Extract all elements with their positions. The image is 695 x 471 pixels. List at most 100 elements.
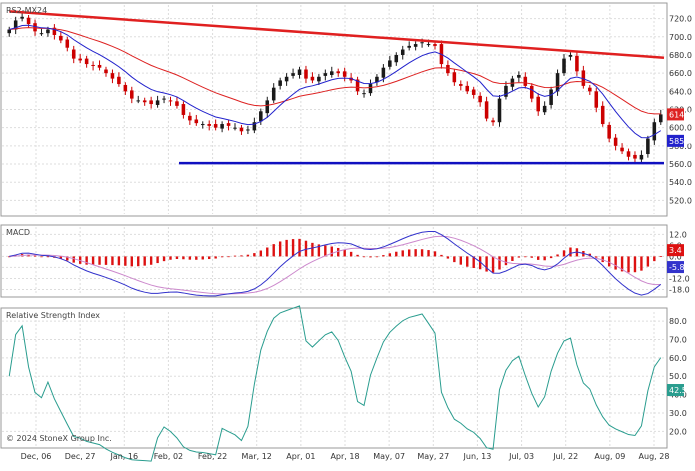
y-tick-label: 60.0 xyxy=(669,354,687,363)
candle-body xyxy=(594,91,599,108)
candle-body xyxy=(491,120,495,123)
macd-histogram-bar xyxy=(195,256,198,260)
macd-histogram-bar xyxy=(311,242,314,257)
candle-body xyxy=(297,69,302,75)
macd-histogram-bar xyxy=(8,256,11,258)
y-tick-label: 600.0 xyxy=(669,124,692,133)
rsi-plot xyxy=(8,305,662,462)
macd-histogram-bar xyxy=(175,256,179,259)
candle-body xyxy=(575,55,579,72)
macd-histogram-bar xyxy=(407,249,411,257)
macd-histogram-bar xyxy=(324,245,327,257)
y-tick-label: 0.0 xyxy=(669,252,682,261)
candle-body xyxy=(188,115,192,121)
macd-histogram-bar xyxy=(414,249,417,257)
macd-histogram-bar xyxy=(607,256,611,267)
candle-body xyxy=(400,49,405,55)
candle-body xyxy=(536,96,540,112)
macd-histogram-bar xyxy=(627,256,630,273)
candle-body xyxy=(330,71,334,75)
macd-histogram-bar xyxy=(369,256,372,258)
macd-histogram-bar xyxy=(233,255,237,257)
macd-histogram-bar xyxy=(595,256,598,258)
macd-histogram-bar xyxy=(614,256,617,270)
x-tick-label: Jun, 13 xyxy=(463,452,492,461)
macd-histogram-bar xyxy=(362,256,366,258)
macd-histogram-bar xyxy=(246,254,250,257)
macd-histogram-bar xyxy=(298,238,301,257)
macd-histogram-bar xyxy=(162,256,166,262)
macd-histogram-bar xyxy=(208,256,211,260)
macd-histogram-bar xyxy=(433,251,437,257)
candle-body xyxy=(446,64,450,74)
candle-body xyxy=(194,119,199,124)
macd-signal-line xyxy=(9,235,661,295)
candle-body xyxy=(130,90,134,99)
candle-body xyxy=(239,127,244,132)
macd-value-badge: -5.8 xyxy=(669,263,685,272)
macd-histogram-bar xyxy=(601,256,604,263)
macd-histogram-bar xyxy=(562,250,566,257)
fast-ma-badge-box xyxy=(667,134,684,147)
macd-histogram-bar xyxy=(317,244,321,257)
candle-body xyxy=(388,60,392,67)
candle-body xyxy=(523,76,528,86)
macd-histogram-bar xyxy=(620,256,624,272)
candle-body xyxy=(465,85,470,92)
candle-body xyxy=(381,67,386,78)
candle-body xyxy=(71,49,76,59)
macd-histogram-bar xyxy=(117,256,121,266)
candle-body xyxy=(7,29,11,34)
candle-body xyxy=(607,124,611,139)
resistance-trendline xyxy=(9,10,665,59)
macd-histogram-bar xyxy=(427,250,430,257)
candle-body xyxy=(65,39,70,48)
slow-moving-average-line xyxy=(9,27,661,115)
macd-histogram-bar xyxy=(356,254,359,257)
macd-histogram-bar xyxy=(259,250,263,257)
rsi-value-badge: 42.5 xyxy=(669,386,687,395)
y-tick-label: 50.0 xyxy=(669,372,687,381)
y-tick-label: 640.0 xyxy=(669,87,692,96)
macd-histogram-bar xyxy=(330,246,333,257)
y-tick-label: 80.0 xyxy=(669,317,687,326)
macd-histogram-bar xyxy=(504,256,508,266)
candle-body xyxy=(613,137,618,146)
macd-histogram-bar xyxy=(485,256,488,272)
candle-body xyxy=(471,89,476,95)
candle-body xyxy=(291,73,295,76)
candle-body xyxy=(317,76,321,82)
candle-body xyxy=(542,105,547,113)
candle-body xyxy=(46,29,50,34)
macd-histogram-bar xyxy=(253,253,256,257)
candle-body xyxy=(271,87,276,101)
macd-title: MACD xyxy=(6,228,30,237)
macd-histogram-bar xyxy=(40,256,43,258)
macd-histogram-bar xyxy=(33,255,37,257)
macd-histogram-bar xyxy=(304,240,308,257)
gridlines xyxy=(2,5,664,446)
macd-histogram-bar xyxy=(524,256,527,258)
candle-body xyxy=(97,64,102,68)
candle-body xyxy=(149,100,153,105)
candle-body xyxy=(562,58,566,74)
macd-histogram-bar xyxy=(478,256,482,270)
macd-histogram-bar xyxy=(111,256,114,266)
axes: Dec, 06 Dec, 27 Jan, 16 Feb, 02 Feb, 22 Mar, … xyxy=(21,15,692,461)
candle-body xyxy=(375,76,379,83)
candle-body xyxy=(233,127,237,129)
candle-body xyxy=(484,101,489,119)
y-tick-label: -12.0 xyxy=(669,274,690,283)
macd-histogram-bar xyxy=(214,256,217,259)
candle-body xyxy=(13,20,18,30)
candle-body xyxy=(304,69,308,79)
candle-body xyxy=(323,73,328,76)
candle-body xyxy=(39,33,44,35)
candle-body xyxy=(478,95,482,103)
macd-histogram-bar xyxy=(156,256,159,264)
macd-histogram-bar xyxy=(343,249,346,257)
macd-histogram-bar xyxy=(569,247,572,257)
macd-histogram-bar xyxy=(375,256,379,258)
candle-body xyxy=(213,124,218,128)
macd-value-badge-box xyxy=(667,261,684,274)
